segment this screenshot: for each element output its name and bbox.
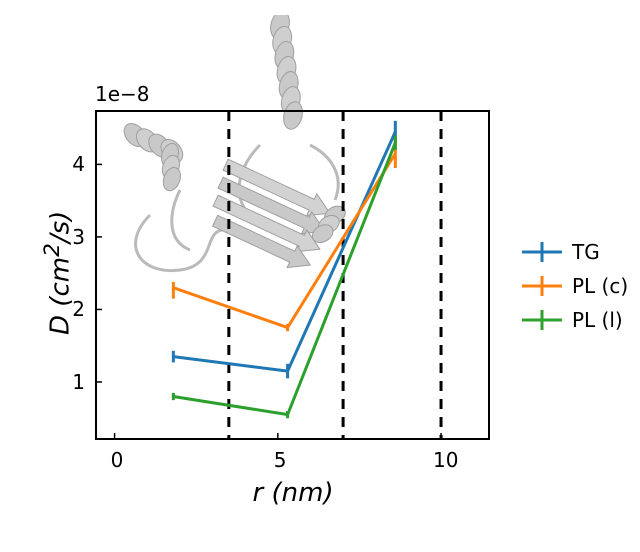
x-tick-label: 10	[433, 448, 458, 472]
legend-item: PL (c)	[522, 269, 628, 303]
legend-item: TG	[522, 235, 628, 269]
series-PL (l)	[173, 143, 395, 415]
legend-item: PL (l)	[522, 303, 628, 337]
x-axis-label: r (nm)	[253, 478, 334, 508]
legend: TG PL (c) PL (l)	[522, 235, 628, 337]
y-tick-label: 3	[72, 225, 85, 249]
x-tick-label: 0	[111, 448, 124, 472]
y-tick-label: 1	[72, 370, 85, 394]
series-PL (c)	[173, 154, 395, 328]
x-tick-label: 5	[274, 448, 287, 472]
y-tick-label: 2	[72, 297, 85, 321]
y-tick-label: 4	[72, 152, 85, 176]
legend-label: TG	[572, 240, 600, 264]
y-axis-label: D (cm2/s)	[40, 211, 76, 335]
legend-label: PL (l)	[572, 308, 623, 332]
legend-label: PL (c)	[572, 274, 628, 298]
figure: 1e−8 r (nm) D (cm2/s) TGPL (c)PL (l) 051…	[0, 0, 640, 552]
series-TG	[173, 132, 395, 371]
